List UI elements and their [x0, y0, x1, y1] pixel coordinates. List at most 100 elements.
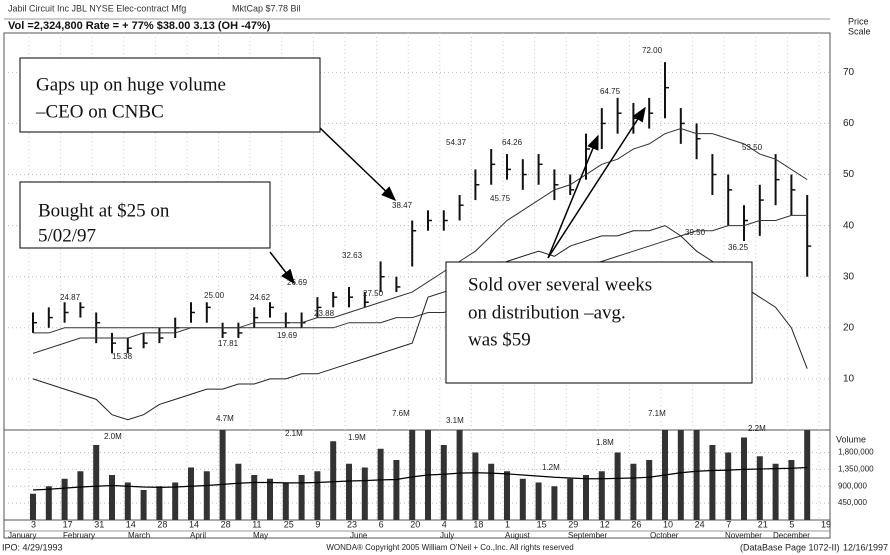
- price-annotation: 53.50: [742, 143, 763, 152]
- volume-bar: [583, 475, 589, 520]
- footer-page: (DataBase Page 1072-II): [740, 542, 840, 552]
- volume-annotation: 7.6M: [392, 409, 410, 418]
- volume-tick-label: 450,000: [838, 498, 867, 507]
- price-annotation: 26.69: [287, 278, 308, 287]
- volume-bar: [393, 460, 400, 520]
- month-label: January: [8, 531, 36, 540]
- x-tick-label: 23: [347, 519, 357, 529]
- price-annotation: 45.75: [490, 194, 511, 203]
- callout-text: 5/02/97: [38, 225, 96, 246]
- price-axis-title: Price: [848, 16, 869, 26]
- volume-bar: [677, 430, 684, 520]
- volume-bar: [788, 460, 795, 520]
- price-annotation: 39.50: [685, 228, 706, 237]
- volume-average: [32, 466, 808, 491]
- volume-bar: [377, 448, 384, 520]
- volume-axis-title: Volume: [836, 434, 866, 444]
- price-annotation: 38.47: [392, 201, 413, 210]
- price-line: [33, 214, 808, 334]
- price-axis-title: Scale: [848, 26, 871, 36]
- volume-bar: [756, 456, 763, 520]
- volume-bar: [630, 463, 637, 520]
- volume-bar: [409, 430, 416, 520]
- volume-bar: [614, 452, 621, 520]
- x-tick-label: 29: [568, 519, 578, 529]
- price-annotation: 19.69: [277, 331, 298, 340]
- volume-bar: [109, 475, 115, 520]
- price-annotation: 24.62: [250, 293, 271, 302]
- price-annotation: 23.88: [314, 309, 335, 318]
- volume-bar: [251, 475, 258, 520]
- footer-copyright: WONDA® Copyright 2005 William O'Neil + C…: [326, 543, 573, 552]
- volume-bar: [804, 430, 811, 520]
- price-annotation: 15.38: [112, 352, 133, 361]
- price-annotation: 64.75: [600, 87, 621, 96]
- x-tick-label: 14: [189, 519, 199, 529]
- volume-bar: [156, 486, 163, 520]
- header-stats: Vol =2,324,800 Rate = + 77% $38.00 3.13 …: [8, 20, 271, 32]
- price-annotation: 64.26: [502, 138, 523, 147]
- y-tick-label: 50: [843, 169, 855, 180]
- x-tick-label: 21: [758, 519, 768, 529]
- callout-box: [19, 57, 321, 133]
- header-company: Jabil Circuit Inc JBL NYSE Elec-contract…: [8, 3, 186, 13]
- volume-bar: [456, 430, 463, 520]
- x-tick-label: 24: [695, 519, 705, 529]
- x-tick-label: 4: [442, 519, 447, 529]
- month-label: February: [63, 531, 95, 540]
- footer-date: 12/16/1997: [843, 542, 888, 552]
- arrow: [319, 127, 397, 202]
- price-line: [32, 128, 808, 354]
- x-tick-label: 9: [315, 519, 320, 529]
- volume-bar: [30, 493, 36, 520]
- volume-annotation: 7.1M: [648, 409, 666, 418]
- volume-bar: [330, 441, 337, 520]
- volume-bar: [551, 486, 558, 520]
- x-tick-label: 28: [157, 519, 167, 529]
- price-annotation: 72.00: [642, 46, 663, 55]
- volume-bar: [282, 482, 289, 520]
- volume-bar: [267, 478, 273, 520]
- x-tick-label: 3: [31, 519, 36, 529]
- price-annotation: 36.25: [728, 243, 749, 252]
- volume-bar: [646, 460, 653, 520]
- header-mktcap: MktCap $7.78 Bil: [232, 3, 301, 13]
- y-tick-label: 30: [843, 271, 855, 282]
- month-label: October: [650, 531, 679, 540]
- x-tick-label: 25: [284, 519, 294, 529]
- volume-annotation: 1.9M: [348, 433, 366, 442]
- month-label: April: [190, 531, 206, 540]
- volume-annotation: 4.7M: [216, 414, 234, 423]
- y-tick-label: 20: [843, 322, 855, 333]
- x-tick-label: 19: [821, 519, 831, 529]
- volume-annotation: 2.2M: [748, 424, 766, 433]
- y-tick-label: 40: [843, 220, 855, 231]
- volume-annotation: 1.8M: [596, 438, 614, 447]
- volume-bar: [440, 445, 447, 520]
- callout-box: [445, 261, 753, 384]
- price-annotation: 27.50: [363, 289, 384, 298]
- month-label: July: [440, 531, 454, 540]
- volume-bar: [567, 478, 574, 520]
- volume-bar: [298, 475, 305, 520]
- month-label: December: [773, 531, 810, 540]
- month-label: September: [568, 531, 607, 540]
- volume-bar: [140, 490, 147, 520]
- volume-annotation: 2.0M: [104, 432, 122, 441]
- volume-bar: [488, 463, 495, 520]
- volume-bar: [535, 482, 542, 520]
- volume-bar: [693, 430, 700, 520]
- volume-bar: [472, 452, 479, 520]
- month-label: June: [350, 531, 368, 540]
- x-tick-label: 31: [94, 519, 104, 529]
- volume-bar: [598, 471, 605, 520]
- volume-bar: [45, 486, 52, 520]
- x-tick-label: 11: [252, 519, 261, 529]
- arrow: [547, 134, 599, 259]
- month-label: August: [505, 531, 531, 540]
- x-tick-label: 5: [789, 519, 794, 529]
- x-tick-label: 10: [663, 519, 673, 529]
- callout-box: [19, 181, 271, 249]
- arrow: [547, 106, 646, 259]
